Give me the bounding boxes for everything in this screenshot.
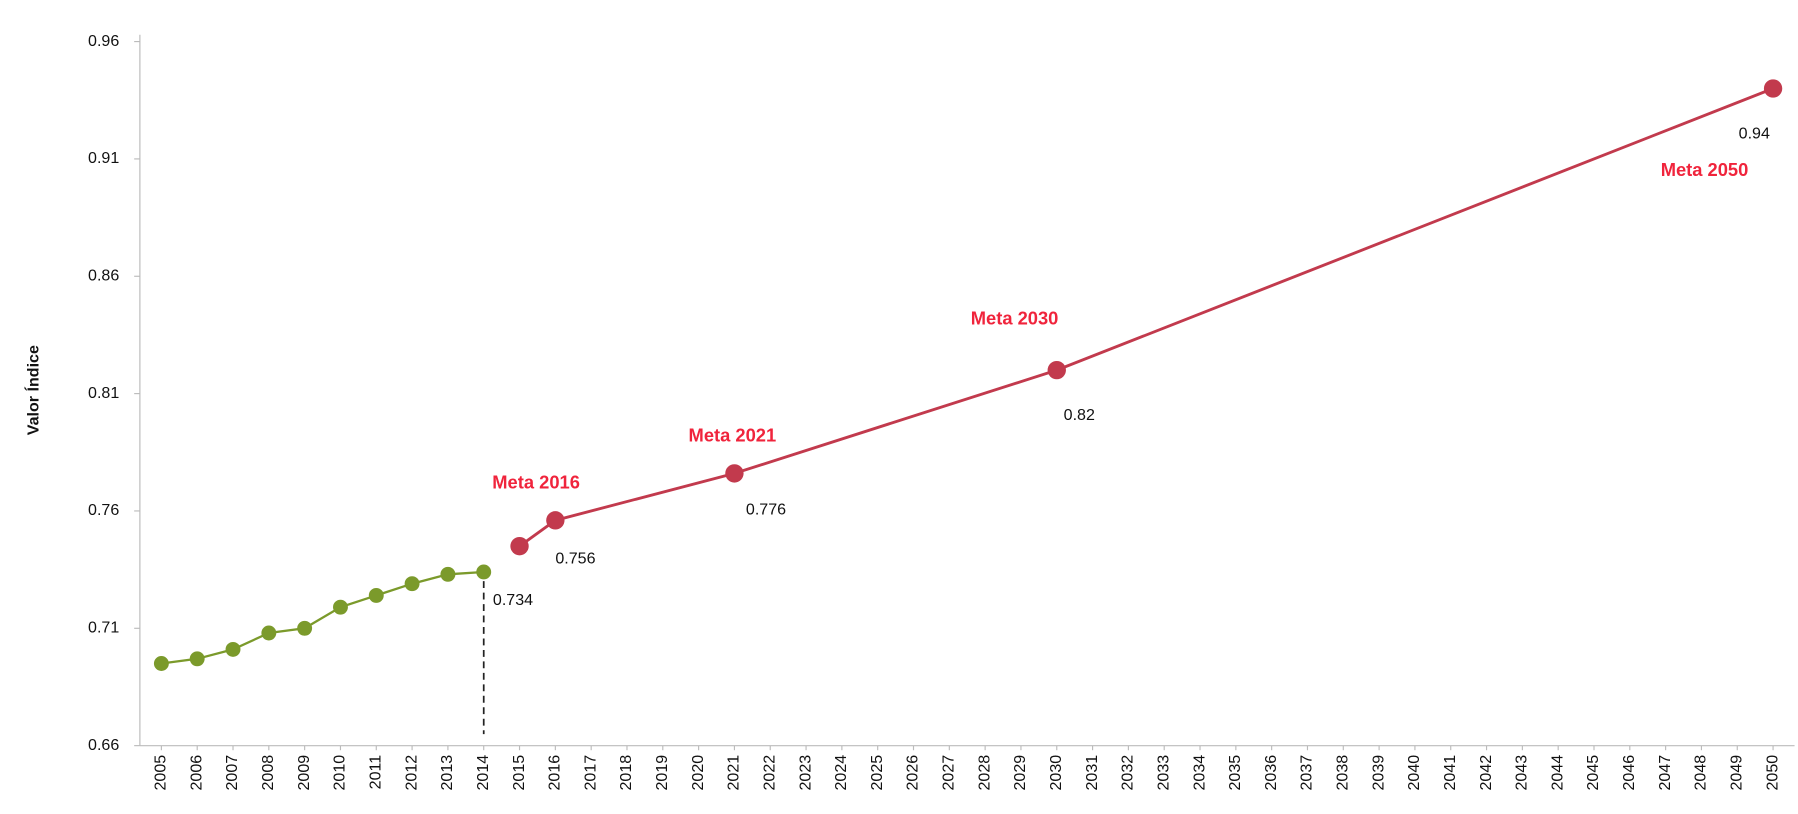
x-tick-label: 2036 xyxy=(1262,755,1280,791)
x-tick-label: 2042 xyxy=(1477,755,1495,791)
point xyxy=(476,564,492,580)
point xyxy=(404,576,420,592)
point xyxy=(333,599,348,615)
x-tick-label: 2039 xyxy=(1369,755,1387,791)
y-tick-label: 0.86 xyxy=(88,266,119,284)
x-tick-label: 2021 xyxy=(725,755,743,791)
x-tick-label: 2031 xyxy=(1083,755,1101,791)
point xyxy=(368,587,384,603)
x-tick-label: 2049 xyxy=(1727,755,1745,791)
series-line xyxy=(518,87,1774,548)
x-tick-label: 2044 xyxy=(1548,755,1566,791)
point xyxy=(189,651,205,667)
x-tick-label: 2019 xyxy=(653,755,671,791)
x-tick-label: 2043 xyxy=(1513,755,1531,791)
x-tick-label: 2037 xyxy=(1298,755,1316,791)
x-tick-label: 2006 xyxy=(187,755,205,791)
x-tick-label: 2022 xyxy=(760,755,778,791)
x-tick-label: 2011 xyxy=(367,755,385,790)
data-label: 0.756 xyxy=(555,550,595,568)
x-tick-label: 2028 xyxy=(975,755,993,791)
x-tick-label: 2047 xyxy=(1656,755,1674,791)
y-axis-label: Valor Índice xyxy=(24,345,43,435)
x-tick-label: 2050 xyxy=(1763,755,1781,791)
annotation: Meta 2021 xyxy=(689,425,777,446)
x-tick-label: 2024 xyxy=(832,755,850,791)
point xyxy=(225,641,241,657)
y-tick-label: 0.71 xyxy=(88,619,119,637)
annotation: Meta 2030 xyxy=(971,308,1059,329)
annotation: Meta 2016 xyxy=(492,471,580,492)
x-tick-label: 2025 xyxy=(868,755,886,791)
x-tick-label: 2035 xyxy=(1226,755,1244,791)
x-tick-label: 2045 xyxy=(1584,755,1602,791)
point xyxy=(725,464,744,483)
x-tick-label: 2014 xyxy=(474,755,492,791)
x-tick-label: 2033 xyxy=(1154,755,1172,791)
y-tick-label: 0.81 xyxy=(88,384,119,402)
x-tick-label: 2020 xyxy=(689,755,707,791)
series-line xyxy=(161,570,484,665)
x-tick-label: 2030 xyxy=(1047,755,1065,791)
point xyxy=(546,511,565,530)
point xyxy=(297,620,313,636)
x-tick-label: 2007 xyxy=(223,755,241,791)
point xyxy=(1047,360,1066,380)
y-tick-label: 0.96 xyxy=(88,32,119,50)
x-tick-label: 2013 xyxy=(438,755,456,791)
y-tick-label: 0.91 xyxy=(88,149,119,167)
x-tick-label: 2015 xyxy=(510,755,528,791)
point xyxy=(510,536,529,556)
x-tick-label: 2017 xyxy=(581,755,599,791)
x-tick-label: 2029 xyxy=(1011,755,1029,791)
x-tick-label: 2032 xyxy=(1119,755,1137,791)
data-label: 0.776 xyxy=(746,500,786,518)
x-tick-label: 2016 xyxy=(546,755,564,791)
data-label: 0.82 xyxy=(1064,406,1095,424)
x-tick-label: 2034 xyxy=(1190,755,1208,791)
point xyxy=(440,566,456,582)
y-tick-label: 0.76 xyxy=(88,501,119,519)
x-tick-label: 2040 xyxy=(1405,755,1423,791)
annotation: Meta 2050 xyxy=(1661,159,1749,180)
x-tick-label: 2012 xyxy=(402,755,420,791)
x-tick-label: 2008 xyxy=(259,755,277,791)
data-label: 0.94 xyxy=(1739,125,1770,143)
x-tick-label: 2027 xyxy=(940,755,958,791)
x-tick-label: 2041 xyxy=(1441,755,1459,791)
point xyxy=(1763,79,1783,98)
x-tick-label: 2009 xyxy=(295,755,313,791)
data-label: 0.734 xyxy=(493,591,533,609)
x-tick-label: 2005 xyxy=(152,755,170,791)
x-tick-label: 2018 xyxy=(617,755,635,791)
x-tick-label: 2010 xyxy=(331,755,349,791)
x-tick-label: 2023 xyxy=(796,755,814,791)
y-tick-label: 0.66 xyxy=(88,736,119,754)
point xyxy=(153,656,169,671)
x-tick-label: 2026 xyxy=(904,755,922,791)
point xyxy=(261,625,277,641)
x-tick-label: 2048 xyxy=(1692,755,1710,791)
x-tick-label: 2046 xyxy=(1620,755,1638,791)
x-tick-label: 2038 xyxy=(1334,755,1352,791)
